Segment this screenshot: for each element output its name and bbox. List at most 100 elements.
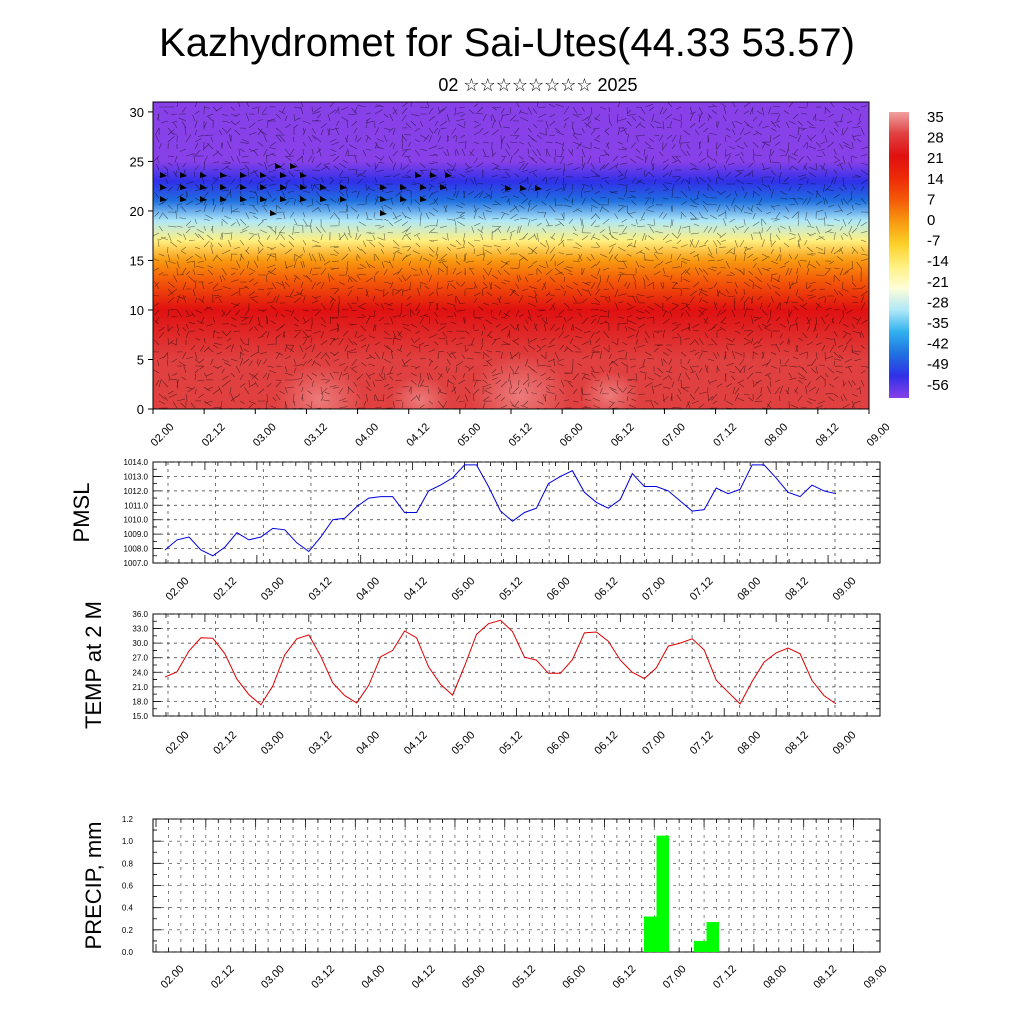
y-tick-label: 24.0 (132, 668, 148, 677)
x-tick-label: 05.00 (455, 421, 483, 449)
y-tick-label: 0 (137, 402, 144, 417)
x-tick-label: 06.00 (545, 729, 573, 757)
x-tick-label: 07.00 (640, 729, 668, 757)
x-tick-label: 03.00 (259, 963, 287, 991)
x-tick-label: 07.12 (711, 963, 739, 991)
y-tick-label: 27.0 (132, 654, 148, 663)
x-tick-label: 05.12 (510, 963, 538, 991)
y-tick-label: 0.2 (122, 926, 134, 935)
x-tick-label: 09.00 (831, 575, 859, 603)
colorbar-label: -42 (927, 336, 949, 353)
x-tick-label: 04.00 (354, 575, 382, 603)
x-tick-label: 03.12 (309, 963, 337, 991)
y-tick-label: 0.0 (122, 948, 134, 957)
x-tick-label: 04.12 (404, 421, 432, 449)
x-tick-label: 03.12 (302, 421, 330, 449)
y-tick-label: 1.0 (122, 837, 134, 846)
x-tick-label: 08.00 (735, 575, 763, 603)
x-tick-label: 07.12 (688, 729, 716, 757)
y-tick-label: 15 (130, 253, 144, 268)
y-tick-label: 1014.0 (124, 458, 149, 467)
x-tick-label: 03.12 (307, 575, 335, 603)
y-tick-label: 0.6 (122, 882, 134, 891)
y-tick-label: 1010.0 (124, 516, 149, 525)
colorbar-label: 7 (927, 191, 935, 208)
plot-frame (153, 462, 880, 563)
precip-bar (694, 941, 707, 952)
x-tick-label: 04.00 (353, 421, 381, 449)
y-tick-label: 1007.0 (124, 559, 149, 568)
x-tick-label: 05.12 (497, 729, 525, 757)
x-tick-label: 06.12 (609, 421, 637, 449)
x-tick-label: 02.12 (209, 963, 237, 991)
precip-bar (657, 836, 670, 952)
x-tick-label: 02.00 (149, 421, 177, 449)
x-tick-label: 07.00 (640, 575, 668, 603)
x-tick-label: 09.00 (865, 421, 893, 449)
x-tick-label: 06.12 (592, 575, 620, 603)
colorbar-label: -49 (927, 356, 949, 373)
x-tick-label: 02.00 (164, 729, 192, 757)
x-tick-label: 05.00 (449, 729, 477, 757)
x-tick-label: 05.12 (497, 575, 525, 603)
y-tick-label: 36.0 (132, 610, 148, 619)
heatmap-field (151, 98, 870, 436)
y-tick-label: 5 (137, 352, 144, 367)
x-tick-label: 06.00 (545, 575, 573, 603)
precip-bar (644, 917, 657, 952)
y-tick-label: 0.8 (122, 859, 134, 868)
x-tick-label: 04.12 (402, 575, 430, 603)
x-tick-label: 08.12 (783, 729, 811, 757)
x-tick-label: 07.00 (661, 963, 689, 991)
x-tick-label: 06.00 (560, 963, 588, 991)
colorbar-label: -14 (927, 253, 949, 270)
y-tick-label: 1.2 (122, 815, 134, 824)
y-tick-label: 21.0 (132, 683, 148, 692)
colorbar-label: 21 (927, 150, 944, 167)
y-tick-label: 1008.0 (124, 545, 149, 554)
y-axis-label: PRECIP, mm (81, 822, 106, 950)
chart-subtitle: 02 ☆☆☆☆☆☆☆☆ 2025 (438, 75, 637, 95)
x-tick-label: 09.00 (862, 963, 890, 991)
y-tick-label: 20 (130, 204, 144, 219)
precip-bar (707, 922, 720, 952)
colorbar-fill (889, 112, 909, 398)
x-tick-label: 02.12 (200, 421, 228, 449)
x-tick-label: 04.00 (354, 729, 382, 757)
x-tick-label: 03.00 (259, 575, 287, 603)
warm-spot (390, 376, 450, 424)
x-tick-label: 02.12 (211, 729, 239, 757)
x-tick-label: 02.00 (159, 963, 187, 991)
y-tick-label: 15.0 (132, 712, 148, 721)
warm-spot (580, 371, 640, 419)
x-tick-label: 04.12 (410, 963, 438, 991)
colorbar-label: -7 (927, 233, 940, 250)
colorbar-label: 28 (927, 130, 944, 147)
x-tick-label: 07.00 (660, 421, 688, 449)
y-tick-label: 25 (130, 154, 144, 169)
y-tick-label: 1009.0 (124, 530, 149, 539)
x-tick-label: 06.00 (558, 421, 586, 449)
y-tick-label: 0.4 (122, 904, 134, 913)
x-tick-label: 08.00 (762, 421, 790, 449)
x-tick-label: 05.00 (460, 963, 488, 991)
x-tick-label: 03.00 (259, 729, 287, 757)
x-tick-label: 07.12 (688, 575, 716, 603)
y-tick-label: 1013.0 (124, 472, 149, 481)
x-tick-label: 04.00 (359, 963, 387, 991)
y-tick-label: 30 (130, 105, 144, 120)
x-tick-label: 08.00 (735, 729, 763, 757)
x-tick-label: 05.12 (507, 421, 535, 449)
x-tick-label: 08.12 (813, 421, 841, 449)
x-tick-label: 08.12 (811, 963, 839, 991)
x-tick-label: 02.00 (164, 575, 192, 603)
x-tick-label: 04.12 (402, 729, 430, 757)
y-tick-label: 1012.0 (124, 487, 149, 496)
x-tick-label: 06.12 (592, 729, 620, 757)
x-tick-label: 06.12 (611, 963, 639, 991)
warm-spot (470, 355, 570, 435)
x-tick-label: 03.00 (251, 421, 279, 449)
